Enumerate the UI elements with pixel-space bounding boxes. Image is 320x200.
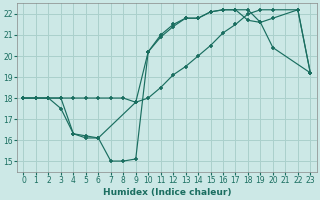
X-axis label: Humidex (Indice chaleur): Humidex (Indice chaleur) (103, 188, 231, 197)
